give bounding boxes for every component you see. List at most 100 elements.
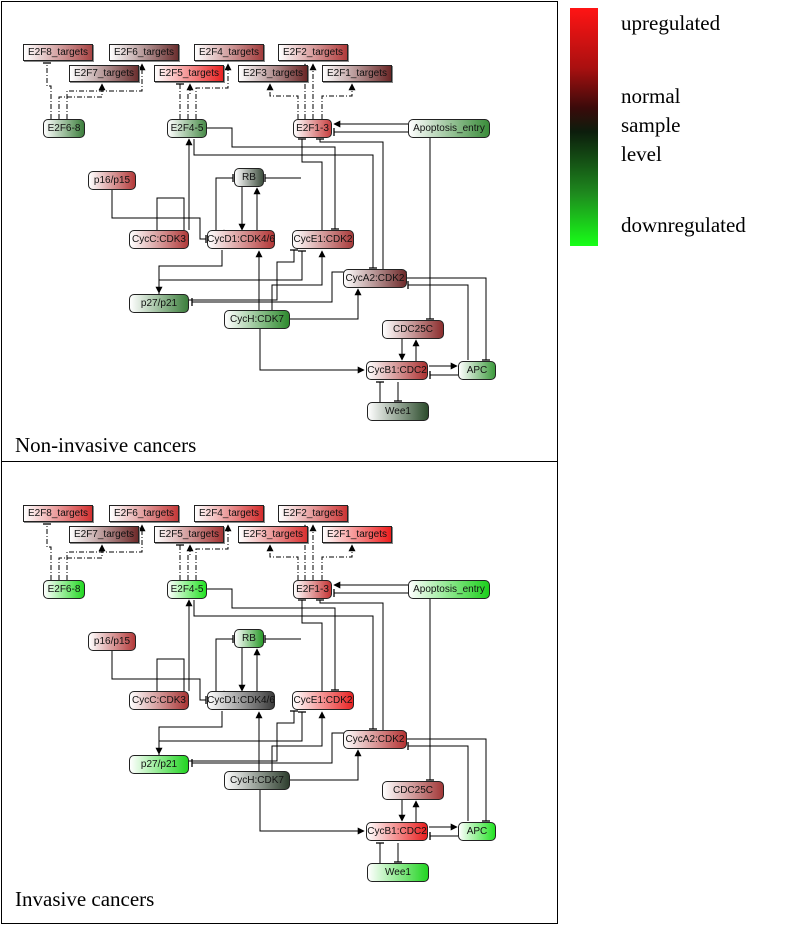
- inhibition-edge: [407, 277, 490, 361]
- inhibition-edge: [207, 127, 339, 230]
- cycb1-cdc2-node: CycB1:CDC2: [366, 361, 428, 380]
- inhibition-edge: [407, 281, 469, 360]
- cyce1-cdk2-node: CycE1:CDK2: [292, 230, 354, 249]
- activation-edge: [259, 329, 365, 374]
- inhibition-edge: [189, 249, 298, 301]
- e2f4-targets-node: E2F4_targets: [194, 44, 264, 61]
- legend-normal: normal: [621, 84, 681, 108]
- activation-edge: [266, 83, 299, 119]
- e2f8-targets-node: E2F8_targets: [23, 44, 93, 61]
- e2f6-8-node: E2F6-8: [43, 580, 85, 599]
- cych-cdk7-node: CycH:CDK7: [224, 310, 290, 329]
- inhibition-edge: [193, 600, 377, 730]
- activation-edge: [155, 711, 223, 755]
- e2f5-targets-node: E2F5_targets: [154, 65, 224, 82]
- e2f2-targets-node: E2F2_targets: [278, 505, 348, 522]
- legend-upregulated: upregulated: [621, 11, 721, 35]
- legend-level: level: [621, 142, 662, 166]
- rb-node: RB: [234, 168, 264, 187]
- p27-p21-node: p27/p21: [129, 294, 189, 313]
- apc-node: APC: [458, 361, 496, 380]
- e2f7-targets-node: E2F7_targets: [69, 526, 139, 543]
- p16-p15-node: p16/p15: [88, 632, 136, 651]
- e2f4-5-node: E2F4-5: [167, 580, 207, 599]
- e2f8-targets-node: E2F8_targets: [23, 505, 93, 522]
- cych-cdk7-node: CycH:CDK7: [224, 771, 290, 790]
- e2f4-5-node: E2F4-5: [167, 119, 207, 138]
- inhibition-edge: [156, 658, 188, 701]
- e2f1-3-node: E2F1-3: [293, 119, 332, 138]
- activation-edge: [58, 83, 106, 119]
- e2f3-targets-node: E2F3_targets: [238, 526, 308, 543]
- inhibition-edge: [407, 742, 469, 821]
- panel-invasive: Invasive cancers E2F8_targets E2F6_target…: [1, 461, 558, 924]
- legend-sample: sample: [621, 113, 681, 137]
- e2f3-targets-node: E2F3_targets: [238, 65, 308, 82]
- cyca2-cdk2-node: CycA2:CDK2: [343, 730, 407, 749]
- inhibition-edge: [298, 138, 323, 230]
- inhibition-edge: [316, 138, 384, 269]
- e2f1-3-node: E2F1-3: [293, 580, 332, 599]
- inhibition-edge: [215, 635, 234, 691]
- activation-edge: [186, 544, 194, 580]
- panel-title: Invasive cancers: [15, 887, 155, 911]
- apoptosis-entry-node: Apoptosis_entry: [408, 119, 490, 138]
- activation-edge: [155, 250, 223, 294]
- inhibition-edge: [215, 174, 234, 230]
- inhibition-edge: [156, 197, 188, 240]
- wee1-node: Wee1: [367, 863, 429, 882]
- activation-edge: [321, 83, 356, 119]
- cdc25c-node: CDC25C: [382, 320, 444, 339]
- e2f2-targets-node: E2F2_targets: [278, 44, 348, 61]
- inhibition-edge: [316, 599, 384, 730]
- cycb1-cdc2-node: CycB1:CDC2: [366, 822, 428, 841]
- p16-p15-node: p16/p15: [88, 171, 136, 190]
- cycc-cdk3-node: CycC:CDK3: [129, 230, 189, 249]
- inhibition-edge: [189, 710, 298, 762]
- color-scale-bar: [570, 8, 598, 246]
- activation-edge: [66, 524, 146, 580]
- e2f1-targets-node: E2F1_targets: [322, 526, 392, 543]
- activation-edge: [290, 749, 362, 781]
- wee1-node: Wee1: [367, 402, 429, 421]
- cyca2-cdk2-node: CycA2:CDK2: [343, 269, 407, 288]
- inhibition-edge: [43, 62, 52, 119]
- inhibition-edge: [298, 599, 323, 691]
- inhibition-edge: [158, 711, 306, 755]
- activation-edge: [266, 544, 299, 580]
- activation-edge: [195, 63, 232, 119]
- e2f7-targets-node: E2F7_targets: [69, 65, 139, 82]
- activation-edge: [321, 544, 356, 580]
- activation-edge: [66, 63, 146, 119]
- e2f6-targets-node: E2F6_targets: [109, 44, 179, 61]
- activation-edge: [271, 250, 326, 310]
- e2f5-targets-node: E2F5_targets: [154, 526, 224, 543]
- activation-edge: [271, 711, 326, 771]
- activation-edge: [186, 83, 194, 119]
- e2f1-targets-node: E2F1_targets: [322, 65, 392, 82]
- cyce1-cdk2-node: CycE1:CDK2: [292, 691, 354, 710]
- rb-node: RB: [234, 629, 264, 648]
- interaction-edges: [43, 62, 490, 402]
- e2f4-targets-node: E2F4_targets: [194, 505, 264, 522]
- cycd1-cdk4-6-node: CycD1:CDK4/6: [207, 230, 275, 249]
- activation-edge: [259, 790, 365, 835]
- cycc-cdk3-node: CycC:CDK3: [129, 691, 189, 710]
- panel-non-invasive: Non-invasive cancers E2F8_targets E2F6_ta…: [1, 1, 558, 462]
- activation-edge: [290, 288, 362, 320]
- p27-p21-node: p27/p21: [129, 755, 189, 774]
- legend-downregulated: downregulated: [621, 213, 746, 237]
- inhibition-edge: [111, 651, 207, 704]
- inhibition-edge: [43, 523, 52, 580]
- panel-title: Non-invasive cancers: [15, 433, 197, 457]
- activation-edge: [58, 544, 106, 580]
- e2f6-targets-node: E2F6_targets: [109, 505, 179, 522]
- cdc25c-node: CDC25C: [382, 781, 444, 800]
- inhibition-edge: [207, 588, 339, 691]
- activation-edge: [195, 524, 232, 580]
- apoptosis-entry-node: Apoptosis_entry: [408, 580, 490, 599]
- inhibition-edge: [193, 139, 377, 269]
- inhibition-edge: [158, 250, 306, 294]
- e2f6-8-node: E2F6-8: [43, 119, 85, 138]
- inhibition-edge: [407, 738, 490, 822]
